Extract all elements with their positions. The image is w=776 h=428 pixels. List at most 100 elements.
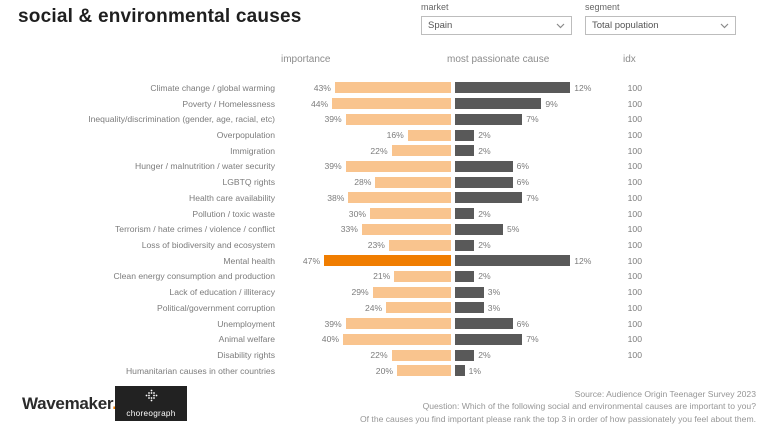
passionate-bar[interactable]	[455, 192, 523, 204]
importance-value-label: 39%	[324, 161, 342, 172]
market-filter-label: market	[421, 2, 449, 12]
importance-bar[interactable]	[345, 318, 451, 330]
chart-row: Pollution / toxic waste 30% 2% 100	[0, 206, 660, 222]
importance-bar[interactable]	[345, 160, 451, 172]
idx-value: 100	[627, 98, 642, 109]
chart-row: Hunger / malnutrition / water security 3…	[0, 159, 660, 175]
passionate-cell: 2%	[455, 129, 612, 141]
chart-row: Animal welfare 40% 7% 100	[0, 332, 660, 348]
importance-bar[interactable]	[343, 333, 451, 345]
importance-cell: 21%	[275, 270, 451, 282]
idx-value: 100	[627, 82, 642, 93]
passionate-value-label: 1%	[468, 365, 482, 376]
chart-row: Mental health 47% 12% 100	[0, 253, 660, 269]
market-dropdown[interactable]: Spain	[421, 16, 572, 35]
passionate-bar[interactable]	[455, 208, 475, 220]
importance-bar[interactable]	[334, 82, 451, 94]
importance-bar[interactable]	[397, 365, 451, 377]
passionate-bar[interactable]	[455, 145, 475, 157]
importance-value-label: 22%	[370, 145, 388, 156]
passionate-value-label: 6%	[516, 318, 530, 329]
category-label: Mental health	[223, 255, 275, 266]
passionate-bar[interactable]	[455, 270, 475, 282]
importance-cell: 22%	[275, 145, 451, 157]
chart-row: Loss of biodiversity and ecosystem 23% 2…	[0, 237, 660, 253]
chart-row: Health care availability 38% 7% 100	[0, 190, 660, 206]
importance-value-label: 21%	[373, 271, 391, 282]
idx-value: 100	[627, 192, 642, 203]
importance-bar[interactable]	[332, 98, 451, 110]
passionate-bar[interactable]	[455, 302, 484, 314]
importance-value-label: 38%	[327, 192, 345, 203]
importance-bar[interactable]	[407, 129, 451, 141]
importance-value-label: 47%	[302, 255, 321, 266]
importance-bar[interactable]	[324, 255, 451, 267]
passionate-bar[interactable]	[455, 176, 513, 188]
chart-row: Terrorism / hate crimes / violence / con…	[0, 221, 660, 237]
passionate-bar[interactable]	[455, 318, 513, 330]
passionate-cell: 2%	[455, 145, 612, 157]
passionate-value-label: 3%	[487, 287, 501, 298]
passionate-value-label: 2%	[478, 208, 491, 219]
importance-bar[interactable]	[372, 286, 451, 298]
passionate-value-label: 6%	[516, 161, 530, 172]
category-label: Hunger / malnutrition / water security	[135, 161, 275, 172]
footer-notes: Source: Audience Origin Teenager Survey …	[360, 388, 756, 425]
idx-value: 100	[627, 302, 642, 313]
source-note: Source: Audience Origin Teenager Survey …	[574, 389, 756, 399]
passionate-bar[interactable]	[455, 239, 475, 251]
passionate-bar[interactable]	[455, 255, 571, 267]
importance-cell: 38%	[275, 192, 451, 204]
importance-cell: 28%	[275, 176, 451, 188]
passionate-cell: 9%	[455, 98, 612, 110]
category-label: Animal welfare	[218, 334, 275, 345]
passionate-cell: 2%	[455, 349, 612, 361]
wavemaker-logo-dot: .	[112, 394, 117, 413]
page-title: social & environmental causes	[18, 6, 302, 27]
passionate-bar[interactable]	[455, 160, 513, 172]
idx-value: 100	[627, 255, 642, 266]
passionate-column-header: most passionate cause	[447, 54, 550, 65]
idx-value: 100	[627, 130, 642, 141]
passionate-bar[interactable]	[455, 113, 523, 125]
idx-value: 100	[627, 161, 642, 172]
category-label: Political/government corruption	[157, 302, 275, 313]
segment-dropdown[interactable]: Total population	[585, 16, 736, 35]
passionate-bar[interactable]	[455, 82, 571, 94]
importance-value-label: 30%	[348, 208, 366, 219]
passionate-cell: 1%	[455, 365, 612, 377]
importance-bar[interactable]	[348, 192, 451, 204]
importance-bar[interactable]	[388, 239, 451, 251]
chevron-down-icon[interactable]	[720, 23, 729, 29]
chevron-down-icon[interactable]	[556, 23, 565, 29]
passionate-bar[interactable]	[455, 286, 484, 298]
passionate-bar[interactable]	[455, 333, 523, 345]
choreograph-dots-icon	[145, 389, 158, 407]
importance-cell: 39%	[275, 318, 451, 330]
category-label: Overpopulation	[216, 130, 275, 141]
chart-row: Inequality/discrimination (gender, age, …	[0, 111, 660, 127]
category-label: Humanitarian causes in other countries	[125, 365, 275, 376]
choreograph-logo: choreograph	[115, 386, 187, 421]
wavemaker-logo: Wavemaker.	[22, 394, 117, 414]
chart-row: Climate change / global warming 43% 12% …	[0, 80, 660, 96]
passionate-cell: 6%	[455, 160, 612, 172]
passionate-bar[interactable]	[455, 223, 503, 235]
importance-bar[interactable]	[386, 302, 451, 314]
importance-bar[interactable]	[361, 223, 451, 235]
chart-row: Unemployment 39% 6% 100	[0, 316, 660, 332]
importance-bar[interactable]	[375, 176, 451, 188]
importance-bar[interactable]	[394, 270, 451, 282]
passionate-bar[interactable]	[455, 365, 465, 377]
importance-bar[interactable]	[345, 113, 451, 125]
passionate-bar[interactable]	[455, 349, 475, 361]
passionate-bar[interactable]	[455, 129, 475, 141]
importance-bar[interactable]	[391, 349, 451, 361]
importance-bar[interactable]	[370, 208, 451, 220]
passionate-cell: 3%	[455, 302, 612, 314]
passionate-bar[interactable]	[455, 98, 542, 110]
importance-cell: 44%	[275, 98, 451, 110]
importance-bar[interactable]	[391, 145, 451, 157]
importance-value-label: 43%	[313, 82, 331, 93]
idx-value: 100	[627, 224, 642, 235]
